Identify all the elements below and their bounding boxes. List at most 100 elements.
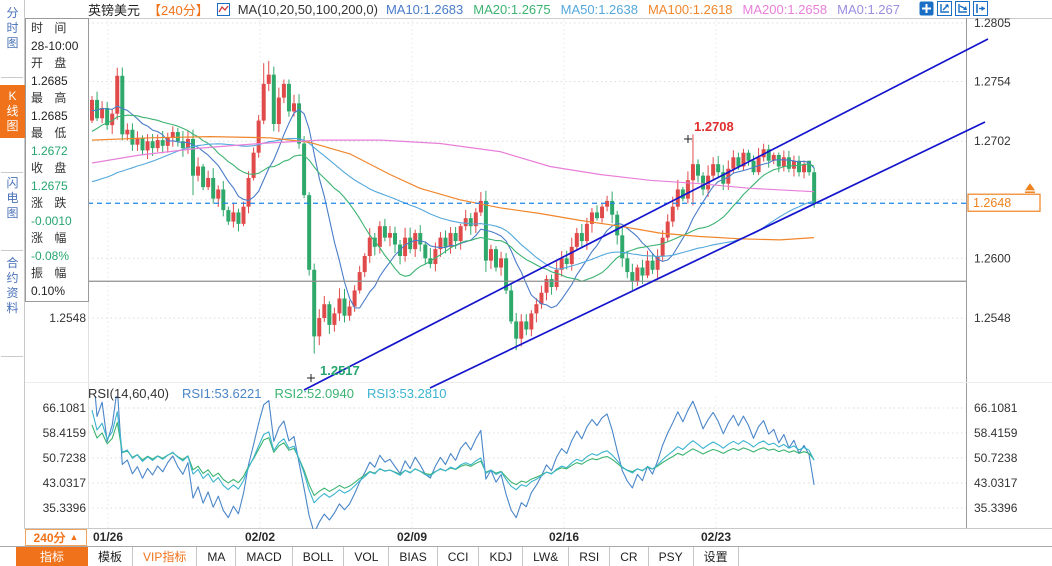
candle-body [150,141,155,149]
candle-body [650,260,655,270]
candle-body [615,214,620,236]
ma-line-ma10 [91,105,815,309]
candle-body [488,249,493,261]
left-price-label: 1.2548 [49,311,86,325]
candle-body [413,233,418,250]
toolbar-item-VOL[interactable]: VOL [344,547,390,566]
toolbar-item-KDJ[interactable]: KDJ [479,547,524,566]
period-label[interactable]: 【240分】 [148,2,209,18]
candle-body [352,290,357,307]
candle-body [620,235,625,259]
toolbar-item-VIP指标[interactable]: VIP指标 [133,547,198,566]
toolbar-item-CR[interactable]: CR [610,547,649,566]
toolbar-item-LW&[interactable]: LW& [523,547,570,566]
candle-body [206,177,211,188]
candle-body [696,164,700,176]
rsi-params-label[interactable]: RSI(14,60,40) [88,386,169,401]
candle-body [802,164,807,173]
candle-body [504,258,509,291]
candle-body [509,290,514,322]
sidebar-tab-分时图[interactable]: 分时图 [6,6,19,50]
sidebar-tab-闪电图[interactable]: 闪电图 [6,176,19,220]
toolbar-item-设置[interactable]: 设置 [694,547,739,566]
candle-body [499,258,504,268]
rsi-axis-label-left: 43.0317 [43,476,87,490]
rsi-axis-label-right: 66.1081 [974,401,1018,415]
candle-body [776,155,781,167]
candle-body [130,129,135,145]
candle-body [524,321,529,330]
candle-body [534,304,539,314]
candle-body [216,189,221,199]
candle-body [579,233,584,242]
candle-body [756,157,761,173]
toolbar-item-CCI[interactable]: CCI [438,547,480,566]
sidebar-tab-合约资料[interactable]: 合约资料 [6,256,19,315]
candle-body [226,210,231,222]
candle-body [342,298,347,316]
date-axis-label: 01/26 [92,530,124,544]
candle-body [241,206,246,224]
candle-body [160,140,165,146]
price-axis-label: 1.2754 [974,75,1011,89]
candle-body [201,166,206,188]
candle-body [261,83,266,121]
tooltip-field-value: -0.08% [31,248,70,263]
toolbar-item-BOLL[interactable]: BOLL [293,547,345,566]
price-annotation: 1.2517 [307,363,360,382]
price-axis-label: 1.2548 [974,311,1011,325]
crosshair-move-icon[interactable] [919,1,934,16]
candle-body [408,237,413,250]
candle-body [236,212,241,224]
candle-body [100,107,105,119]
candle-body [165,137,170,146]
toolbar-item-RSI[interactable]: RSI [569,547,611,566]
toolbar-item-MA[interactable]: MA [197,547,237,566]
candle-body [544,278,549,293]
ma-settings-label[interactable]: MA(10,20,50,100,200,0) [237,1,378,17]
candle-body [266,74,271,84]
ma-line-ma50 [91,137,815,270]
gridlines [88,20,966,528]
price-axis-label: 1.2805 [974,16,1011,30]
candle-body [322,304,327,318]
indicator-toolbar: 指标 模板 VIP指标 MA MACD BOLL VOL BIAS CCI KDJ LW& RSI CR… [0,546,1052,566]
pan-right-icon[interactable] [973,1,988,16]
rsi-legend-item: RSI3:53.2810 [366,386,447,401]
price-up-arrow-icon [1025,183,1035,191]
ma-legend: MA10:1.2683 MA20:1.2675 MA50:1.2638 MA100:1… [386,2,901,17]
rsi-line-3 [91,409,815,504]
tooltip-field-value: 1.2672 [31,143,68,158]
ma-legend-item: MA200:1.2658 [742,1,828,17]
toolbar-item-模板[interactable]: 模板 [88,547,134,566]
candle-body [367,237,372,257]
toolbar-item-BIAS[interactable]: BIAS [389,547,438,566]
tooltip-field-label: 振 幅 [31,266,71,280]
toolbar-item-指标[interactable]: 指标 [16,547,88,566]
toolbar-item-PSY[interactable]: PSY [649,547,694,566]
toolbar-item-MACD[interactable]: MACD [236,547,293,566]
date-axis-label: 02/16 [548,530,580,544]
candle-body [584,223,589,242]
candle-body [271,74,276,125]
candle-body [382,226,387,238]
rsi-axis-label-left: 66.1081 [43,401,87,415]
tooltip-field-value: 1.2675 [31,178,68,193]
tooltip-field-label: 时 间 [31,21,71,35]
timeframe-button[interactable]: 240分 ▲ [25,529,87,546]
tooltip-field-value: 1.2685 [31,108,68,123]
rsi-line-2 [91,421,815,497]
candle-body [211,177,216,199]
candle-body [751,160,756,173]
axis-zoom-horizontal-icon[interactable] [955,1,970,16]
annotation-text: 1.2517 [320,363,360,378]
candle-body [529,313,534,330]
ohlc-tooltip-panel: 时 间 28-10:00 开 盘 1.2685 最 高 1.2685 最 低 1.2672 收 … [25,18,89,302]
candle-body [741,152,746,167]
candle-body [786,157,791,169]
axis-zoom-vertical-icon[interactable] [937,1,952,16]
